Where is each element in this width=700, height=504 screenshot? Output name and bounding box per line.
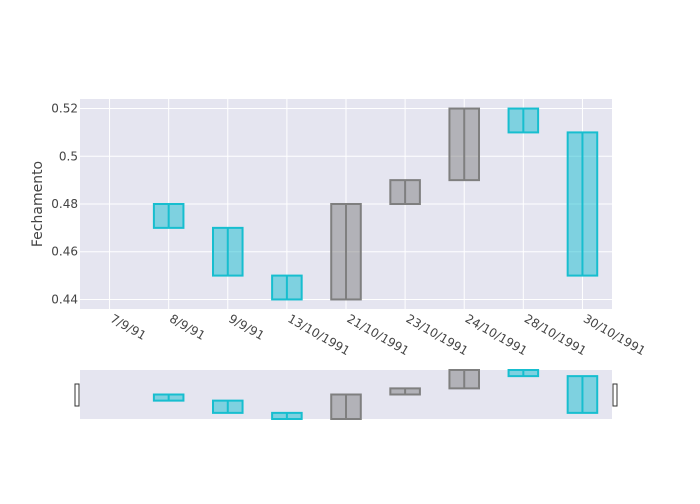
- x-tick-label: 30/10/1991: [581, 311, 648, 358]
- x-tick-label: 7/9/91: [108, 311, 148, 342]
- slider-candle[interactable]: [566, 375, 599, 414]
- slider-candle[interactable]: [212, 399, 244, 414]
- y-tick-label: 0.46: [51, 245, 78, 259]
- candle[interactable]: [448, 107, 481, 182]
- x-axis: 7/9/91 8/9/91 9/9/91 13/10/199121/10/199123…: [108, 311, 648, 358]
- candle-body: [271, 411, 303, 420]
- range-slider[interactable]: [74, 369, 618, 420]
- candle[interactable]: [212, 226, 244, 277]
- candle-body: [507, 369, 540, 378]
- candle-body: [448, 369, 481, 390]
- candle-body: [271, 274, 303, 301]
- candle-body: [448, 107, 481, 182]
- slider-candle[interactable]: [152, 393, 185, 402]
- candle[interactable]: [271, 274, 303, 301]
- candle-body: [566, 375, 599, 414]
- candle[interactable]: [507, 107, 540, 134]
- candle-body: [212, 226, 244, 277]
- y-axis-title: Fechamento: [30, 161, 46, 247]
- slider-candle[interactable]: [330, 393, 362, 420]
- x-tick-label: 21/10/1991: [345, 311, 412, 358]
- candle-body: [507, 107, 540, 134]
- candle[interactable]: [566, 131, 599, 277]
- y-tick-label: 0.5: [59, 149, 78, 163]
- x-tick-label: 28/10/1991: [522, 311, 589, 358]
- candle[interactable]: [152, 203, 185, 229]
- x-tick-label: 24/10/1991: [463, 311, 530, 358]
- candle-body: [566, 131, 599, 277]
- candle-body: [152, 203, 185, 229]
- x-tick-label: 8/9/91: [167, 311, 207, 342]
- y-tick-label: 0.44: [51, 292, 78, 306]
- x-tick-label: 13/10/1991: [285, 311, 352, 358]
- range-slider-handle-right[interactable]: [612, 383, 618, 407]
- x-tick-label: 9/9/91: [226, 311, 266, 342]
- candle[interactable]: [330, 203, 362, 301]
- candle-body: [389, 179, 421, 206]
- slider-candle[interactable]: [448, 369, 481, 390]
- range-slider-handle-left[interactable]: [74, 383, 80, 407]
- candle[interactable]: [389, 179, 421, 206]
- slider-candle[interactable]: [389, 387, 421, 396]
- slider-candle[interactable]: [507, 369, 540, 378]
- y-tick-label: 0.52: [51, 102, 78, 116]
- candle-body: [389, 387, 421, 396]
- candle-body: [330, 203, 362, 301]
- slider-candle[interactable]: [271, 411, 303, 420]
- candle-body: [212, 399, 244, 414]
- candle-body: [330, 393, 362, 420]
- y-axis: 0.44 0.46 0.48 0.5 0.52: [51, 102, 78, 307]
- x-tick-label: 23/10/1991: [404, 311, 471, 358]
- main-plot-area[interactable]: [80, 99, 612, 309]
- candle-body: [152, 393, 185, 402]
- y-tick-label: 0.48: [51, 197, 78, 211]
